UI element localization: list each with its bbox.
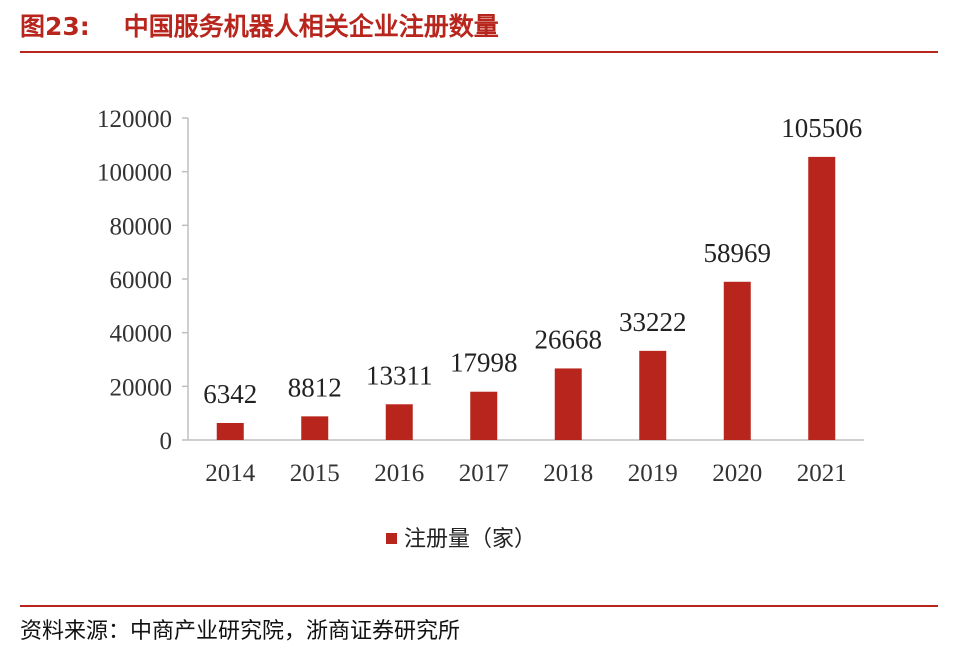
legend: 注册量（家） <box>386 527 536 552</box>
data-label-2014: 6342 <box>203 379 257 409</box>
x-tick-label: 2015 <box>290 460 340 487</box>
bar-2016 <box>385 404 413 440</box>
x-axis: 2014 2015 2016 2017 2018 2019 2020 2021 <box>188 439 864 487</box>
data-label-2018: 26668 <box>535 324 603 354</box>
figure-title: 图23: 中国服务机器人相关企业注册数量 <box>20 8 499 46</box>
data-label-2015: 8812 <box>288 372 342 402</box>
y-tick-label: 80000 <box>110 213 173 240</box>
x-tick-label: 2020 <box>712 460 762 487</box>
data-label-2020: 58969 <box>704 238 772 268</box>
x-tick-label: 2016 <box>374 460 424 487</box>
title-divider <box>20 51 938 53</box>
x-tick-label: 2021 <box>797 460 847 487</box>
y-tick-label: 60000 <box>110 267 173 294</box>
bar-2020 <box>723 281 751 440</box>
data-label-2017: 17998 <box>450 348 518 378</box>
y-tick-label: 100000 <box>97 160 172 187</box>
data-label-2016: 13311 <box>366 360 433 390</box>
x-tick-label: 2019 <box>628 460 678 487</box>
x-tick-label: 2014 <box>205 460 256 487</box>
bar-2021 <box>808 156 836 441</box>
data-label-2019: 33222 <box>619 307 687 337</box>
y-tick-label: 0 <box>160 428 173 455</box>
bar-2018 <box>554 368 582 440</box>
data-label-2021: 105506 <box>781 113 862 143</box>
legend-swatch <box>386 533 397 544</box>
figure-label: 图23: <box>20 12 90 41</box>
x-tick-label: 2017 <box>459 460 509 487</box>
data-labels: 6342 8812 13311 17998 26668 33222 58969 105506 <box>203 113 862 409</box>
legend-label: 注册量（家） <box>404 527 536 552</box>
bar-series <box>216 156 836 441</box>
bar-2017 <box>470 391 498 440</box>
chart-title: 中国服务机器人相关企业注册数量 <box>123 12 499 41</box>
x-tick-label: 2018 <box>543 460 593 487</box>
y-tick-label: 40000 <box>110 321 173 348</box>
y-tick-label: 120000 <box>97 106 172 133</box>
y-tick-label: 20000 <box>110 374 173 401</box>
bar-2014 <box>216 422 244 440</box>
footer-divider <box>20 605 938 607</box>
source-note: 资料来源：中商产业研究院，浙商证券研究所 <box>20 619 461 644</box>
bar-2015 <box>301 416 329 440</box>
bar-2019 <box>639 350 667 440</box>
y-axis: 0 20000 40000 60000 80000 100000 120000 <box>97 106 189 455</box>
